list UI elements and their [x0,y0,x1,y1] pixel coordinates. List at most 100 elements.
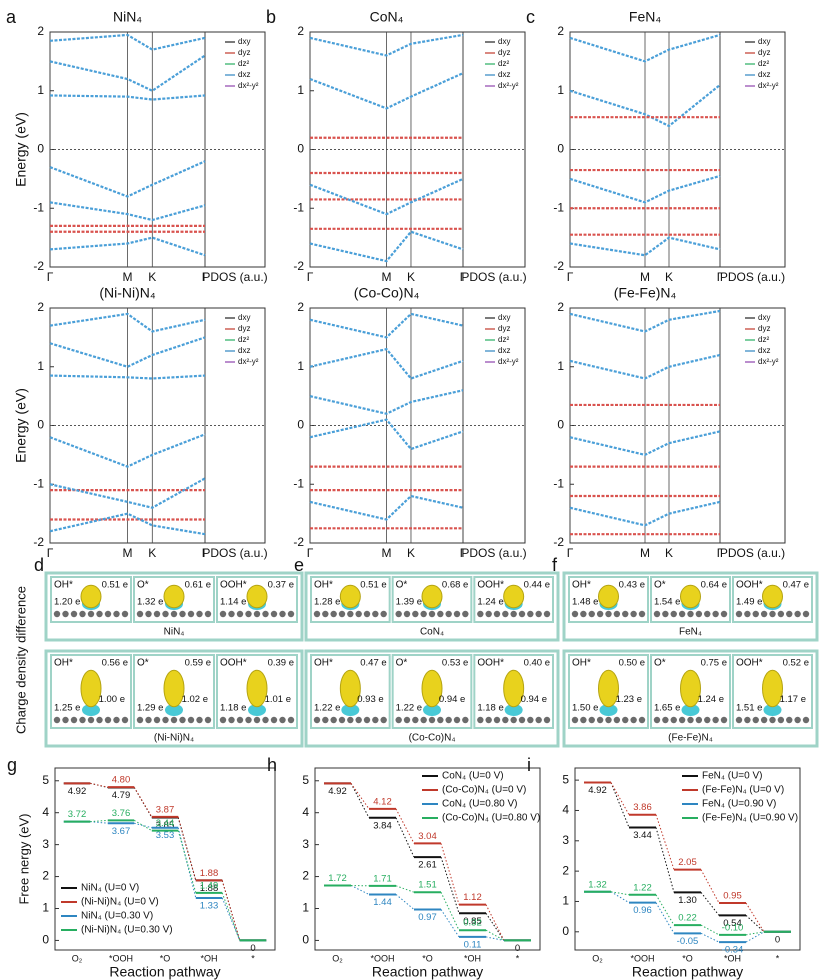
value-label: 0.54 [723,918,742,929]
x-tick-label: * [251,953,255,963]
x-tick-label: M [640,546,650,560]
legend-label: (Fe-Fe)N₄ (U=0.90 V) [702,813,798,824]
legend-label: dxz [238,70,250,79]
cd-axis-title: Charge density difference [13,586,28,734]
site-label: OOH* [477,658,504,669]
atom [720,610,728,618]
atom [580,716,587,724]
atom [253,610,261,618]
atom [363,716,371,724]
legend-label: dxy [498,313,510,322]
atom [437,610,444,618]
x-tick-label: K [407,270,415,284]
group-name: (Co-Co)N₄ [409,733,456,744]
site-label: OOH* [220,658,247,669]
atom [777,716,785,724]
y-tick-label: 0 [297,142,304,156]
charge-label: 0.37 e [268,580,294,591]
band-line [309,177,464,216]
site-label: OH* [572,580,591,591]
charge-label: 0.39 e [268,658,294,669]
charge-label: 0.64 e [701,580,727,591]
panel-letter: f [552,555,558,575]
atom [596,716,604,724]
legend-label: dz² [758,59,769,68]
band-line [49,336,206,368]
legend-label: dz² [758,335,769,344]
band-line [49,433,206,468]
density-cyan [681,704,700,716]
level-connector [395,894,415,910]
y-axis-title: Free nergy (eV) [16,813,31,904]
atom [518,716,526,724]
density-yellow [80,584,102,609]
atom [228,716,235,724]
density-cyan [341,704,360,716]
atom [121,716,129,724]
charge-label: 0.52 e [783,658,809,669]
atom [228,610,235,618]
atom [204,716,212,724]
panel-letter: c [526,7,535,27]
atom [453,610,461,618]
value-label: 1.30 [678,895,697,906]
charge-label: 1.25 e [54,703,80,714]
atom [372,716,379,724]
atom [678,610,686,618]
level-connector [221,892,241,941]
atom [330,716,337,724]
y-tick-label: 2 [297,300,304,314]
atom [638,716,646,724]
band-line [49,201,206,222]
atom [395,610,402,618]
atom [87,610,95,618]
x-tick-label: Γ [567,546,574,560]
legend-label: (Fe-Fe)N₄ (U=0 V) [702,785,784,796]
density-yellow [163,584,185,609]
group-box [304,649,560,748]
x-tick-label: M [123,546,133,560]
y-axis-title: Energy (eV) [13,112,29,187]
density-yellow [680,669,701,708]
atom [769,716,776,724]
atom [170,610,178,618]
x-tick-label: Γ [567,270,574,284]
group-box [304,571,560,642]
legend-label: NiN₄ (U=0.30 V) [81,911,153,922]
atom [170,716,178,724]
panel-title: (Co-Co)N₄ [354,285,420,301]
charge-label: 1.01 e [265,694,291,705]
pdos-label: PDOS (a.u.) [720,546,785,560]
level-connector [745,931,765,936]
y-tick-label: -1 [33,476,44,490]
level-connector [90,782,108,788]
density-yellow [762,669,783,708]
atom [580,610,587,618]
site-label: OOH* [477,580,504,591]
atom [53,610,61,618]
y-tick-label: 5 [42,773,49,787]
atom [355,610,362,618]
plot-frame [54,767,276,951]
x-tick-label: Γ [717,546,724,560]
legend-label: dz² [498,335,509,344]
atom [622,610,629,618]
x-tick-label: K [665,270,673,284]
y-tick-label: -1 [33,200,44,214]
atom [330,610,337,618]
charge-label: 1.54 e [654,597,680,608]
legend-label: dxy [498,37,510,46]
level-connector [440,909,460,938]
atom [279,610,286,618]
charge-label: 1.23 e [616,694,642,705]
charge-label: 1.32 e [137,597,163,608]
atom [502,610,509,618]
y-tick-label: 1 [557,359,564,373]
level-connector [655,827,675,893]
atom [712,610,719,618]
atom [786,610,793,618]
atom [687,716,694,724]
x-tick-label: Γ [202,546,209,560]
x-tick-label: * [516,953,520,963]
charge-label: 0.50 e [619,658,645,669]
